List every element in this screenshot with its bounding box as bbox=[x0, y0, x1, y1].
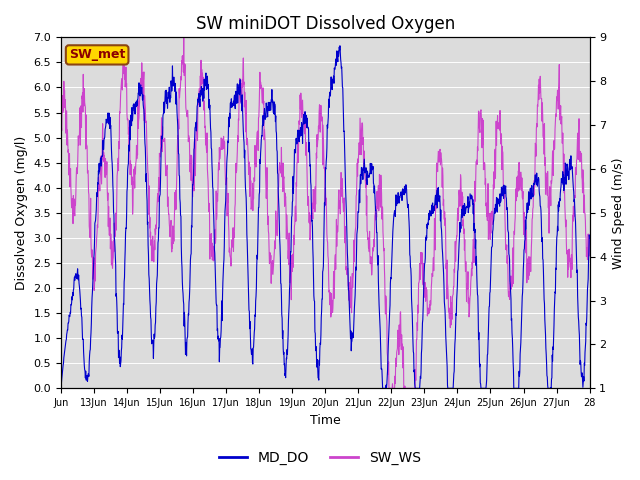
Title: SW miniDOT Dissolved Oxygen: SW miniDOT Dissolved Oxygen bbox=[196, 15, 455, 33]
Legend: MD_DO, SW_WS: MD_DO, SW_WS bbox=[214, 445, 426, 471]
Y-axis label: Wind Speed (m/s): Wind Speed (m/s) bbox=[612, 157, 625, 269]
Text: SW_met: SW_met bbox=[69, 48, 125, 61]
X-axis label: Time: Time bbox=[310, 414, 340, 427]
Y-axis label: Dissolved Oxygen (mg/l): Dissolved Oxygen (mg/l) bbox=[15, 136, 28, 290]
